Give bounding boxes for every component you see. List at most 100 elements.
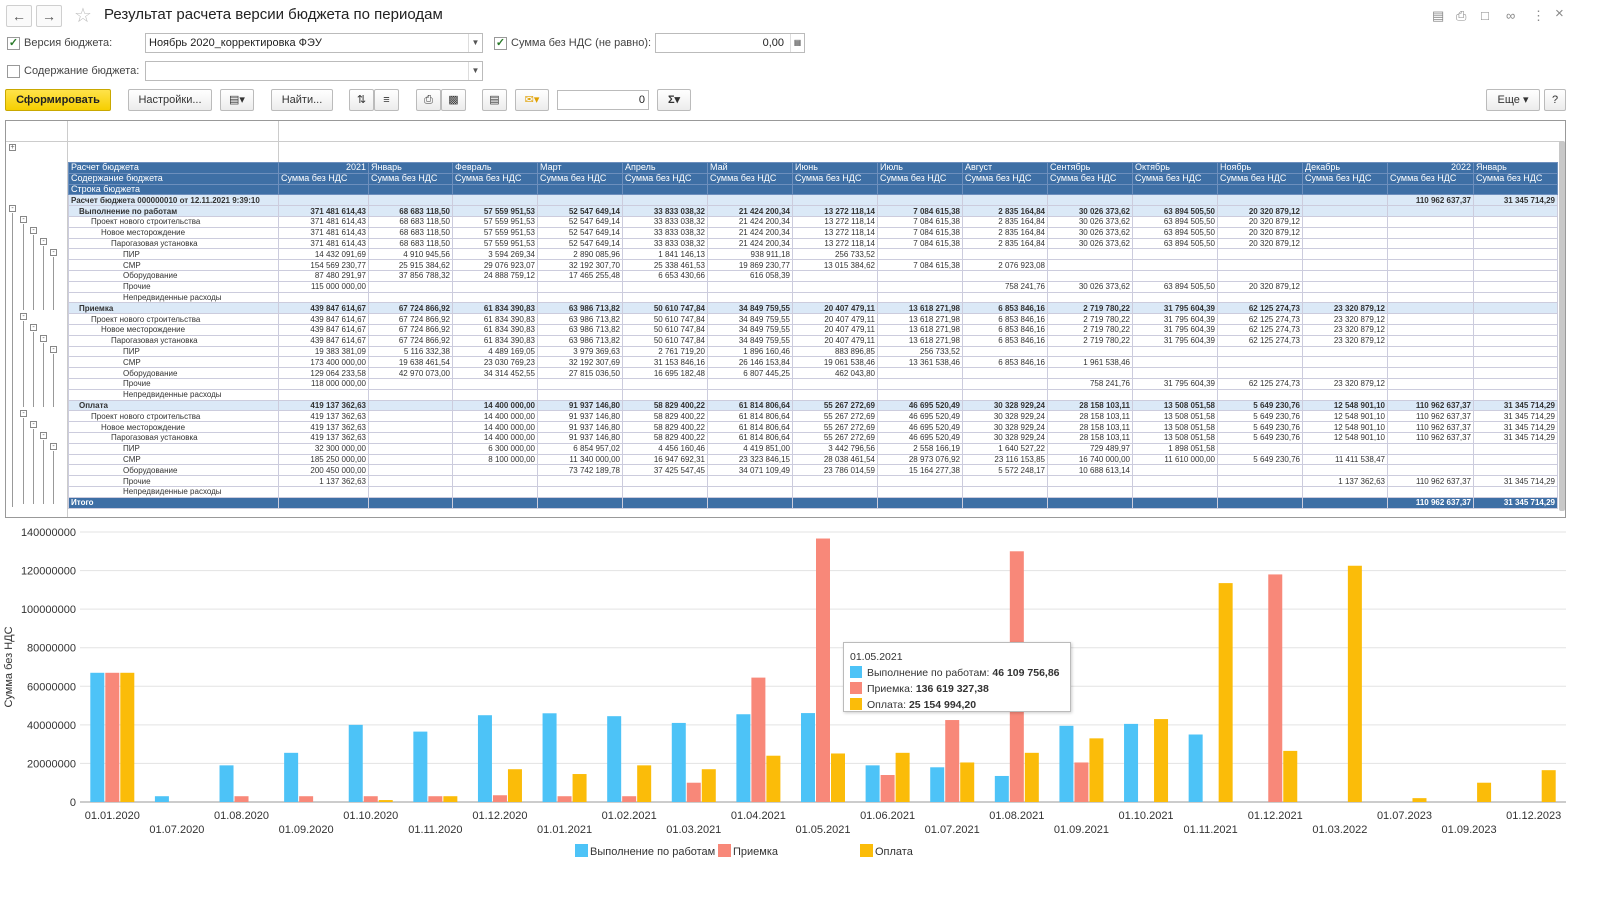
table-cell[interactable]: 31 345 714,29 bbox=[1473, 194, 1558, 207]
table-cell[interactable] bbox=[368, 421, 453, 433]
table-cell[interactable] bbox=[1302, 388, 1388, 401]
row-label[interactable]: Приемка bbox=[68, 302, 279, 315]
table-row[interactable]: Прочие 115 000 000,00 758 241,76 30 026 373… bbox=[68, 280, 1558, 293]
table-cell[interactable] bbox=[1132, 464, 1218, 477]
print-icon[interactable]: ⎙ bbox=[416, 89, 441, 111]
table-cell[interactable]: 758 241,76 bbox=[1047, 377, 1133, 390]
table-cell[interactable] bbox=[1387, 377, 1474, 390]
table-cell[interactable] bbox=[1473, 334, 1558, 347]
table-cell[interactable] bbox=[368, 485, 453, 498]
table-cell[interactable]: 154 569 230,77 bbox=[278, 259, 369, 271]
table-cell[interactable] bbox=[1387, 313, 1474, 325]
table-cell[interactable] bbox=[1387, 237, 1474, 250]
table-cell[interactable] bbox=[1217, 345, 1303, 358]
table-cell[interactable]: 28 158 103,11 bbox=[1047, 421, 1133, 433]
table-cell[interactable]: 20 320 879,12 bbox=[1217, 205, 1303, 217]
table-cell[interactable] bbox=[1387, 259, 1474, 271]
table-cell[interactable] bbox=[1047, 388, 1133, 401]
table-cell[interactable] bbox=[1302, 226, 1388, 239]
row-label[interactable]: Новое месторождение bbox=[68, 421, 279, 433]
table-cell[interactable] bbox=[1302, 485, 1388, 498]
table-cell[interactable] bbox=[1302, 248, 1388, 261]
table-cell[interactable]: 37 856 788,32 bbox=[368, 269, 453, 282]
help-button[interactable]: ? bbox=[1544, 89, 1566, 111]
table-cell[interactable] bbox=[1473, 248, 1558, 261]
table-cell[interactable] bbox=[962, 475, 1048, 487]
row-label[interactable]: Новое месторождение bbox=[68, 226, 279, 239]
table-cell[interactable] bbox=[1387, 280, 1474, 293]
table-cell[interactable]: 1 137 362,63 bbox=[1302, 475, 1388, 487]
table-cell[interactable] bbox=[1302, 205, 1388, 217]
table-cell[interactable]: 110 962 637,37 bbox=[1387, 410, 1474, 423]
table-cell[interactable]: 28 038 461,54 bbox=[792, 453, 878, 466]
table-cell[interactable]: 68 683 118,50 bbox=[368, 237, 453, 250]
table-cell[interactable] bbox=[1387, 442, 1474, 455]
table-cell[interactable]: 23 030 769,23 bbox=[452, 356, 538, 369]
table-cell[interactable] bbox=[877, 485, 963, 498]
table-cell[interactable]: 63 894 505,50 bbox=[1132, 205, 1218, 217]
table-cell[interactable]: 729 489,97 bbox=[1047, 442, 1133, 455]
table-cell[interactable]: 2 719 780,22 bbox=[1047, 302, 1133, 315]
table-cell[interactable] bbox=[962, 194, 1048, 207]
table-cell[interactable]: 23 320 879,12 bbox=[1302, 323, 1388, 336]
table-cell[interactable]: 462 043,80 bbox=[792, 367, 878, 379]
table-cell[interactable]: 14 400 000,00 bbox=[452, 431, 538, 444]
table-cell[interactable]: 61 834 390,83 bbox=[452, 323, 538, 336]
table-cell[interactable]: 50 610 747,84 bbox=[622, 302, 708, 315]
table-cell[interactable]: 1 137 362,63 bbox=[278, 475, 369, 487]
table-cell[interactable] bbox=[1132, 291, 1218, 304]
table-cell[interactable]: 7 084 615,38 bbox=[877, 259, 963, 271]
table-cell[interactable]: 20 407 479,11 bbox=[792, 313, 878, 325]
chevron-down-icon[interactable]: ▼ bbox=[468, 34, 482, 52]
table-cell[interactable]: 13 508 051,58 bbox=[1132, 421, 1218, 433]
table-cell[interactable] bbox=[962, 269, 1048, 282]
table-cell[interactable]: 63 894 505,50 bbox=[1132, 226, 1218, 239]
table-cell[interactable] bbox=[1302, 464, 1388, 477]
table-cell[interactable] bbox=[452, 280, 538, 293]
table-row[interactable]: Непредвиденные расходы bbox=[68, 291, 1558, 304]
row-label[interactable]: Парогазовая установка bbox=[68, 237, 279, 250]
table-cell[interactable]: 63 894 505,50 bbox=[1132, 215, 1218, 228]
table-cell[interactable]: 1 898 051,58 bbox=[1132, 442, 1218, 455]
table-cell[interactable] bbox=[877, 388, 963, 401]
table-cell[interactable] bbox=[962, 291, 1048, 304]
save-icon[interactable]: ▤ bbox=[482, 89, 507, 111]
table-cell[interactable] bbox=[368, 377, 453, 390]
table-cell[interactable]: 21 424 200,34 bbox=[707, 215, 793, 228]
table-cell[interactable]: 62 125 274,73 bbox=[1217, 302, 1303, 315]
more-vert-icon[interactable]: ⋮ bbox=[1532, 8, 1545, 23]
table-cell[interactable]: 200 450 000,00 bbox=[278, 464, 369, 477]
table-cell[interactable]: 10 688 613,14 bbox=[1047, 464, 1133, 477]
table-cell[interactable]: 27 815 036,50 bbox=[537, 367, 623, 379]
back-button[interactable]: ← bbox=[6, 5, 32, 27]
table-cell[interactable]: 3 594 269,34 bbox=[452, 248, 538, 261]
table-cell[interactable]: 118 000 000,00 bbox=[278, 377, 369, 390]
table-cell[interactable]: 73 742 189,78 bbox=[537, 464, 623, 477]
table-cell[interactable] bbox=[962, 367, 1048, 379]
table-cell[interactable] bbox=[1387, 248, 1474, 261]
close-icon[interactable]: × bbox=[1555, 5, 1564, 22]
table-cell[interactable] bbox=[877, 248, 963, 261]
table-cell[interactable]: 25 915 384,62 bbox=[368, 259, 453, 271]
table-cell[interactable]: 616 058,39 bbox=[707, 269, 793, 282]
row-label[interactable]: Оплата bbox=[68, 399, 279, 412]
table-cell[interactable] bbox=[1473, 205, 1558, 217]
table-cell[interactable] bbox=[1047, 291, 1133, 304]
table-cell[interactable]: 1 841 146,13 bbox=[622, 248, 708, 261]
table-cell[interactable] bbox=[1302, 345, 1388, 358]
table-row[interactable]: Парогазовая установка 371 481 614,43 68 68… bbox=[68, 237, 1558, 250]
table-row[interactable]: СМР 154 569 230,77 25 915 384,62 29 076 923… bbox=[68, 259, 1558, 271]
table-cell[interactable] bbox=[368, 280, 453, 293]
table-cell[interactable] bbox=[1387, 291, 1474, 304]
table-cell[interactable]: 12 548 901,10 bbox=[1302, 421, 1388, 433]
table-row[interactable]: ПИР 32 300 000,00 6 300 000,00 6 854 957,02… bbox=[68, 442, 1558, 455]
table-cell[interactable]: 16 695 182,48 bbox=[622, 367, 708, 379]
table-cell[interactable] bbox=[1047, 269, 1133, 282]
table-cell[interactable] bbox=[1473, 345, 1558, 358]
collapse-minus-icon[interactable]: - bbox=[20, 313, 27, 320]
table-row[interactable]: Оплата 419 137 362,63 14 400 000,00 91 937 … bbox=[68, 399, 1558, 412]
table-cell[interactable] bbox=[622, 485, 708, 498]
table-cell[interactable] bbox=[1473, 485, 1558, 498]
table-cell[interactable]: 14 400 000,00 bbox=[452, 410, 538, 423]
table-cell[interactable] bbox=[1473, 367, 1558, 379]
